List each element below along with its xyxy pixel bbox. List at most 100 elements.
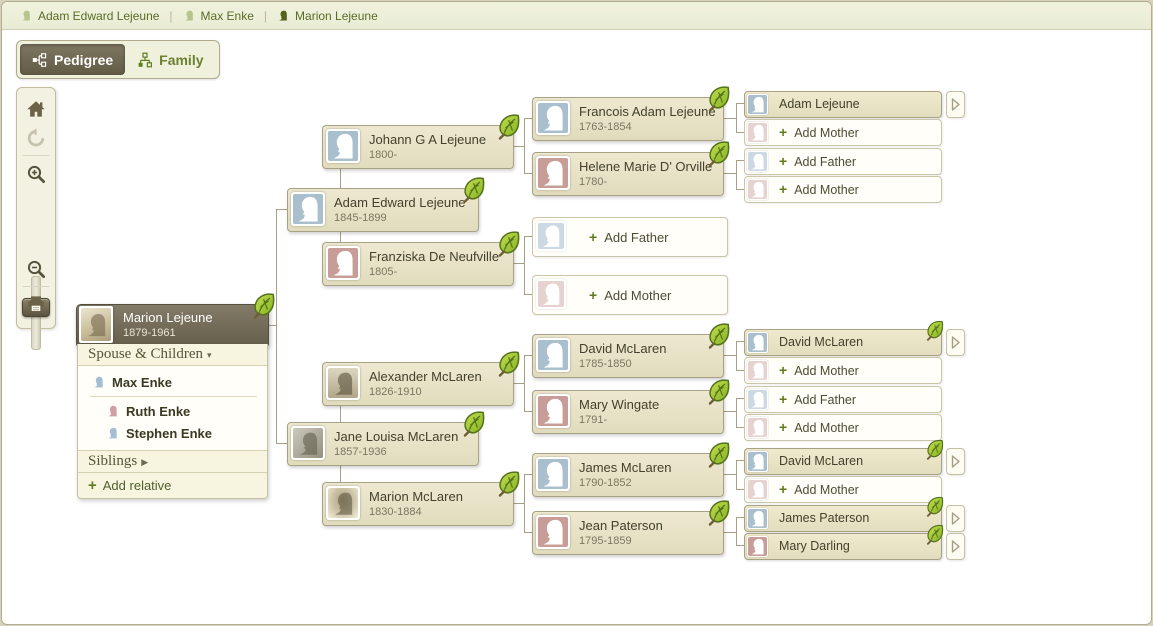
hint-leaf-icon[interactable] bbox=[460, 409, 488, 437]
person-card-alexander-mclaren[interactable]: Alexander McLaren 1826-1910 bbox=[322, 362, 514, 406]
add-mother-label: Add Mother bbox=[794, 421, 859, 435]
person-card-david-mclaren-elder[interactable]: David McLaren bbox=[744, 329, 942, 356]
person-dates: 1857-1936 bbox=[334, 446, 387, 458]
add-mother-button[interactable]: + Add Mother bbox=[744, 176, 942, 203]
person-card-adam-edward-lejeune[interactable]: Adam Edward Lejeune 1845-1899 bbox=[287, 188, 479, 232]
portrait-frame bbox=[747, 417, 768, 438]
hint-leaf-icon[interactable] bbox=[924, 523, 946, 545]
female-portrait-faded bbox=[748, 180, 767, 199]
hint-leaf-icon[interactable] bbox=[495, 349, 523, 377]
undo-icon bbox=[26, 128, 46, 148]
separator: | bbox=[169, 8, 173, 23]
person-card-johann-g-a-lejeune[interactable]: Johann G A Lejeune 1800- bbox=[322, 125, 514, 169]
portrait-frame bbox=[747, 179, 768, 200]
zoom-in-icon bbox=[26, 164, 46, 184]
hint-leaf-icon[interactable] bbox=[705, 440, 733, 468]
person-card-david-mclaren[interactable]: David McLaren 1785-1850 bbox=[532, 334, 724, 378]
add-mother-button[interactable]: + Add Mother bbox=[744, 357, 942, 384]
zoom-out-button[interactable] bbox=[26, 259, 46, 279]
person-name: James Paterson bbox=[779, 511, 870, 525]
undo-button[interactable] bbox=[26, 128, 46, 148]
hint-leaf-icon[interactable] bbox=[705, 377, 733, 405]
list-divider bbox=[90, 396, 257, 397]
connector-line bbox=[524, 173, 533, 174]
expand-branch-button[interactable] bbox=[946, 505, 965, 532]
add-father-button[interactable]: + Add Father bbox=[532, 217, 728, 257]
person-card-franziska-de-neufville[interactable]: Franziska De Neufville 1805- bbox=[322, 242, 514, 286]
expand-arrow-icon bbox=[947, 92, 964, 117]
tab-pedigree[interactable]: Pedigree bbox=[20, 44, 126, 75]
siblings-header[interactable]: Siblings ▶ bbox=[78, 451, 267, 472]
home-button[interactable] bbox=[26, 99, 46, 119]
add-relative-button[interactable]: + Add relative bbox=[78, 472, 267, 498]
person-card-david-mclaren-second[interactable]: David McLaren bbox=[744, 448, 942, 475]
topbar-person-max-enke[interactable]: Max Enke bbox=[183, 9, 254, 23]
female-portrait bbox=[328, 248, 358, 278]
hint-leaf-icon[interactable] bbox=[495, 229, 523, 257]
hint-leaf-icon[interactable] bbox=[924, 438, 946, 460]
add-mother-button[interactable]: + Add Mother bbox=[744, 119, 942, 146]
tab-family[interactable]: Family bbox=[125, 44, 215, 75]
hint-leaf-icon[interactable] bbox=[705, 498, 733, 526]
hint-leaf-icon[interactable] bbox=[495, 112, 523, 140]
child-item-stephen-enke[interactable]: Stephen Enke bbox=[78, 422, 267, 444]
child-item-ruth-enke[interactable]: Ruth Enke bbox=[78, 400, 267, 422]
portrait-frame bbox=[291, 426, 325, 460]
print-button[interactable] bbox=[26, 294, 46, 314]
tree-toolbar bbox=[16, 87, 56, 350]
person-card-jane-louisa-mclaren[interactable]: Jane Louisa McLaren 1857-1936 bbox=[287, 422, 479, 466]
connector-line bbox=[340, 166, 341, 189]
add-mother-button[interactable]: + Add Mother bbox=[532, 275, 728, 315]
connector-line bbox=[524, 236, 533, 237]
person-card-adam-lejeune[interactable]: Adam Lejeune bbox=[744, 91, 942, 118]
connector-line bbox=[736, 103, 744, 104]
hint-leaf-icon[interactable] bbox=[495, 469, 523, 497]
add-father-label: Add Father bbox=[794, 393, 857, 407]
spouse-children-header[interactable]: Spouse & Children ▾ bbox=[78, 344, 267, 365]
expand-branch-button[interactable] bbox=[946, 329, 965, 356]
connector-line bbox=[524, 118, 533, 119]
expand-arrow-icon bbox=[947, 449, 964, 474]
expand-branch-button[interactable] bbox=[946, 448, 965, 475]
female-portrait-faded bbox=[748, 480, 767, 499]
person-name: Jane Louisa McLaren bbox=[334, 429, 459, 444]
person-card-james-paterson[interactable]: James Paterson bbox=[744, 505, 942, 532]
siblings-label: Siblings bbox=[88, 453, 138, 469]
hint-leaf-icon[interactable] bbox=[924, 319, 946, 341]
connector-line bbox=[736, 370, 744, 371]
person-dates: 1791- bbox=[579, 414, 608, 426]
spouse-item-max-enke[interactable]: Max Enke bbox=[78, 371, 267, 393]
separator: | bbox=[263, 8, 268, 23]
person-card-francois-adam-lejeune[interactable]: Francois Adam Lejeune 1763-1854 bbox=[532, 97, 724, 141]
add-father-button[interactable]: + Add Father bbox=[744, 148, 942, 175]
add-mother-button[interactable]: + Add Mother bbox=[744, 476, 942, 503]
hint-leaf-icon[interactable] bbox=[705, 84, 733, 112]
portrait-frame bbox=[747, 479, 768, 500]
person-card-mary-wingate[interactable]: Mary Wingate 1791- bbox=[532, 390, 724, 434]
person-card-mary-darling[interactable]: Mary Darling bbox=[744, 533, 942, 560]
focus-person-card-marion-lejeune[interactable]: Marion Lejeune 1879-1961 bbox=[76, 304, 269, 346]
add-mother-label: Add Mother bbox=[794, 183, 859, 197]
add-father-button[interactable]: + Add Father bbox=[744, 386, 942, 413]
person-card-jean-paterson[interactable]: Jean Paterson 1795-1859 bbox=[532, 511, 724, 555]
hint-leaf-icon[interactable] bbox=[705, 139, 733, 167]
expand-branch-button[interactable] bbox=[946, 91, 965, 118]
zoom-in-button[interactable] bbox=[26, 164, 46, 184]
topbar-person-marion-lejeune[interactable]: Marion Lejeune bbox=[277, 9, 378, 23]
add-mother-button[interactable]: + Add Mother bbox=[744, 414, 942, 441]
expand-branch-button[interactable] bbox=[946, 533, 965, 560]
person-name: Adam Lejeune bbox=[779, 97, 860, 111]
connector-line bbox=[721, 474, 736, 475]
female-portrait-faded bbox=[538, 281, 564, 307]
topbar-person-adam-edward-lejeune[interactable]: Adam Edward Lejeune bbox=[20, 9, 159, 23]
hint-leaf-icon[interactable] bbox=[924, 495, 946, 517]
person-card-james-mclaren[interactable]: James McLaren 1790-1852 bbox=[532, 453, 724, 497]
hint-leaf-icon[interactable] bbox=[460, 175, 488, 203]
male-silhouette-icon bbox=[92, 375, 105, 389]
person-card-helene-marie-d-orville[interactable]: Helene Marie D' Orville 1780- bbox=[532, 152, 724, 196]
male-silhouette-icon bbox=[20, 9, 32, 22]
hint-leaf-icon[interactable] bbox=[250, 291, 278, 319]
hint-leaf-icon[interactable] bbox=[705, 321, 733, 349]
add-mother-label: Add Mother bbox=[794, 364, 859, 378]
person-card-marion-mclaren[interactable]: Marion McLaren 1830-1884 bbox=[322, 482, 514, 526]
